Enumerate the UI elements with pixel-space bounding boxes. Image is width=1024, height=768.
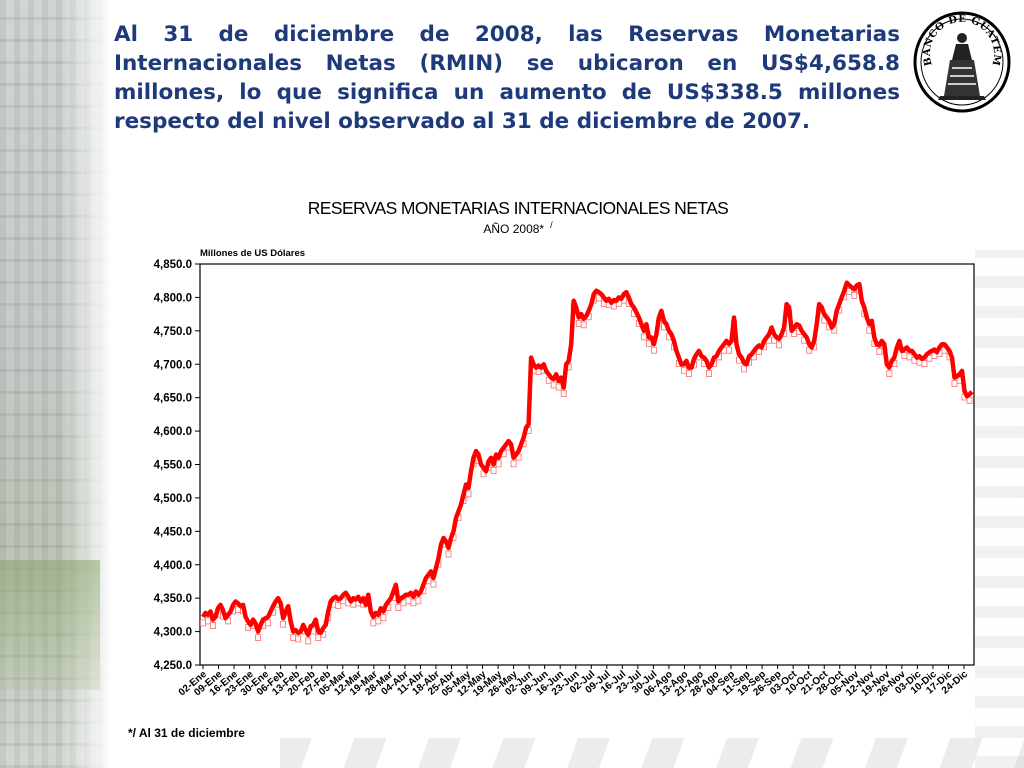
data-point [706,370,712,377]
data-point [315,634,322,641]
chart-subtitle-mark: / [550,220,553,230]
data-point [640,333,647,341]
headline-text: Al 31 de diciembre de 2008, las Reservas… [114,22,900,134]
data-point [375,617,382,625]
data-point [555,383,562,391]
y-tick-label: 4,850.0 [154,259,192,271]
banco-de-guatemala-seal-icon: BANCO DE GUATEMALA [912,10,1011,113]
data-point [290,634,297,641]
data-point [560,390,567,398]
data-point [726,346,732,354]
data-point [265,619,272,627]
data-point [430,580,437,588]
background-lawn [0,560,100,690]
data-point [580,321,587,329]
data-point [851,291,858,299]
data-point [295,635,302,643]
data-point [205,617,211,625]
y-tick-label: 4,300.0 [154,627,192,639]
data-point [445,550,452,558]
data-point [335,602,342,609]
data-point [210,622,216,629]
data-point [966,396,973,404]
data-point [405,597,412,605]
background-decoration-bottom [280,738,1024,768]
data-point [395,604,402,611]
data-point [415,597,422,605]
y-tick-label: 4,400.0 [154,560,192,572]
chart-subtitle: AÑO 2008* / [200,220,836,236]
data-point [280,620,287,628]
y-tick-label: 4,250.0 [154,660,192,672]
data-point [255,634,262,641]
y-tick-label: 4,550.0 [154,460,192,472]
y-tick-label: 4,450.0 [154,526,192,538]
data-point [550,381,557,389]
data-point [510,460,517,468]
y-tick-label: 4,800.0 [154,292,192,304]
background-decoration-right [975,250,1024,768]
data-point [886,370,893,377]
data-point [741,365,747,373]
data-point [681,366,687,374]
y-tick-label: 4,750.0 [154,326,192,338]
series-line-rmin [201,280,974,638]
chart-title: RESERVAS MONETARIAS INTERNACIONALES NETA… [307,198,729,218]
data-point [650,346,657,354]
data-point [951,380,958,388]
data-point [490,467,497,474]
data-point [906,353,913,361]
data-point [465,490,472,498]
x-axis: 02-Ene09-Ene16-Ene23-Ene30-Ene06-Feb13-F… [177,665,970,699]
y-tick-label: 4,600.0 [154,426,192,438]
y-tick-label: 4,700.0 [154,359,192,371]
data-point [846,287,853,295]
data-point [410,599,417,607]
plot-area [199,263,975,666]
unit-label: Millones de US Dólares [200,248,305,259]
data-point [756,348,762,355]
data-point [595,294,602,302]
y-tick-label: 4,350.0 [154,593,192,605]
data-point [575,320,582,327]
data-point [305,637,312,645]
y-tick-label: 4,500.0 [154,493,192,505]
data-point [370,619,377,627]
data-point [776,341,783,349]
data-point [495,460,502,468]
data-point [200,619,206,627]
data-point [901,352,908,359]
data-point [380,614,387,621]
data-point [876,348,883,355]
data-point [921,360,928,367]
footnote: */ Al 31 de diciembre [128,726,245,740]
y-tick-label: 4,650.0 [154,393,192,405]
chart-subtitle-text: AÑO 2008* [483,222,545,236]
y-axis: 4,250.0 4,300.0 4,350.0 4,400.0 4,450.0 4,500… [154,259,200,672]
data-point [686,370,692,377]
